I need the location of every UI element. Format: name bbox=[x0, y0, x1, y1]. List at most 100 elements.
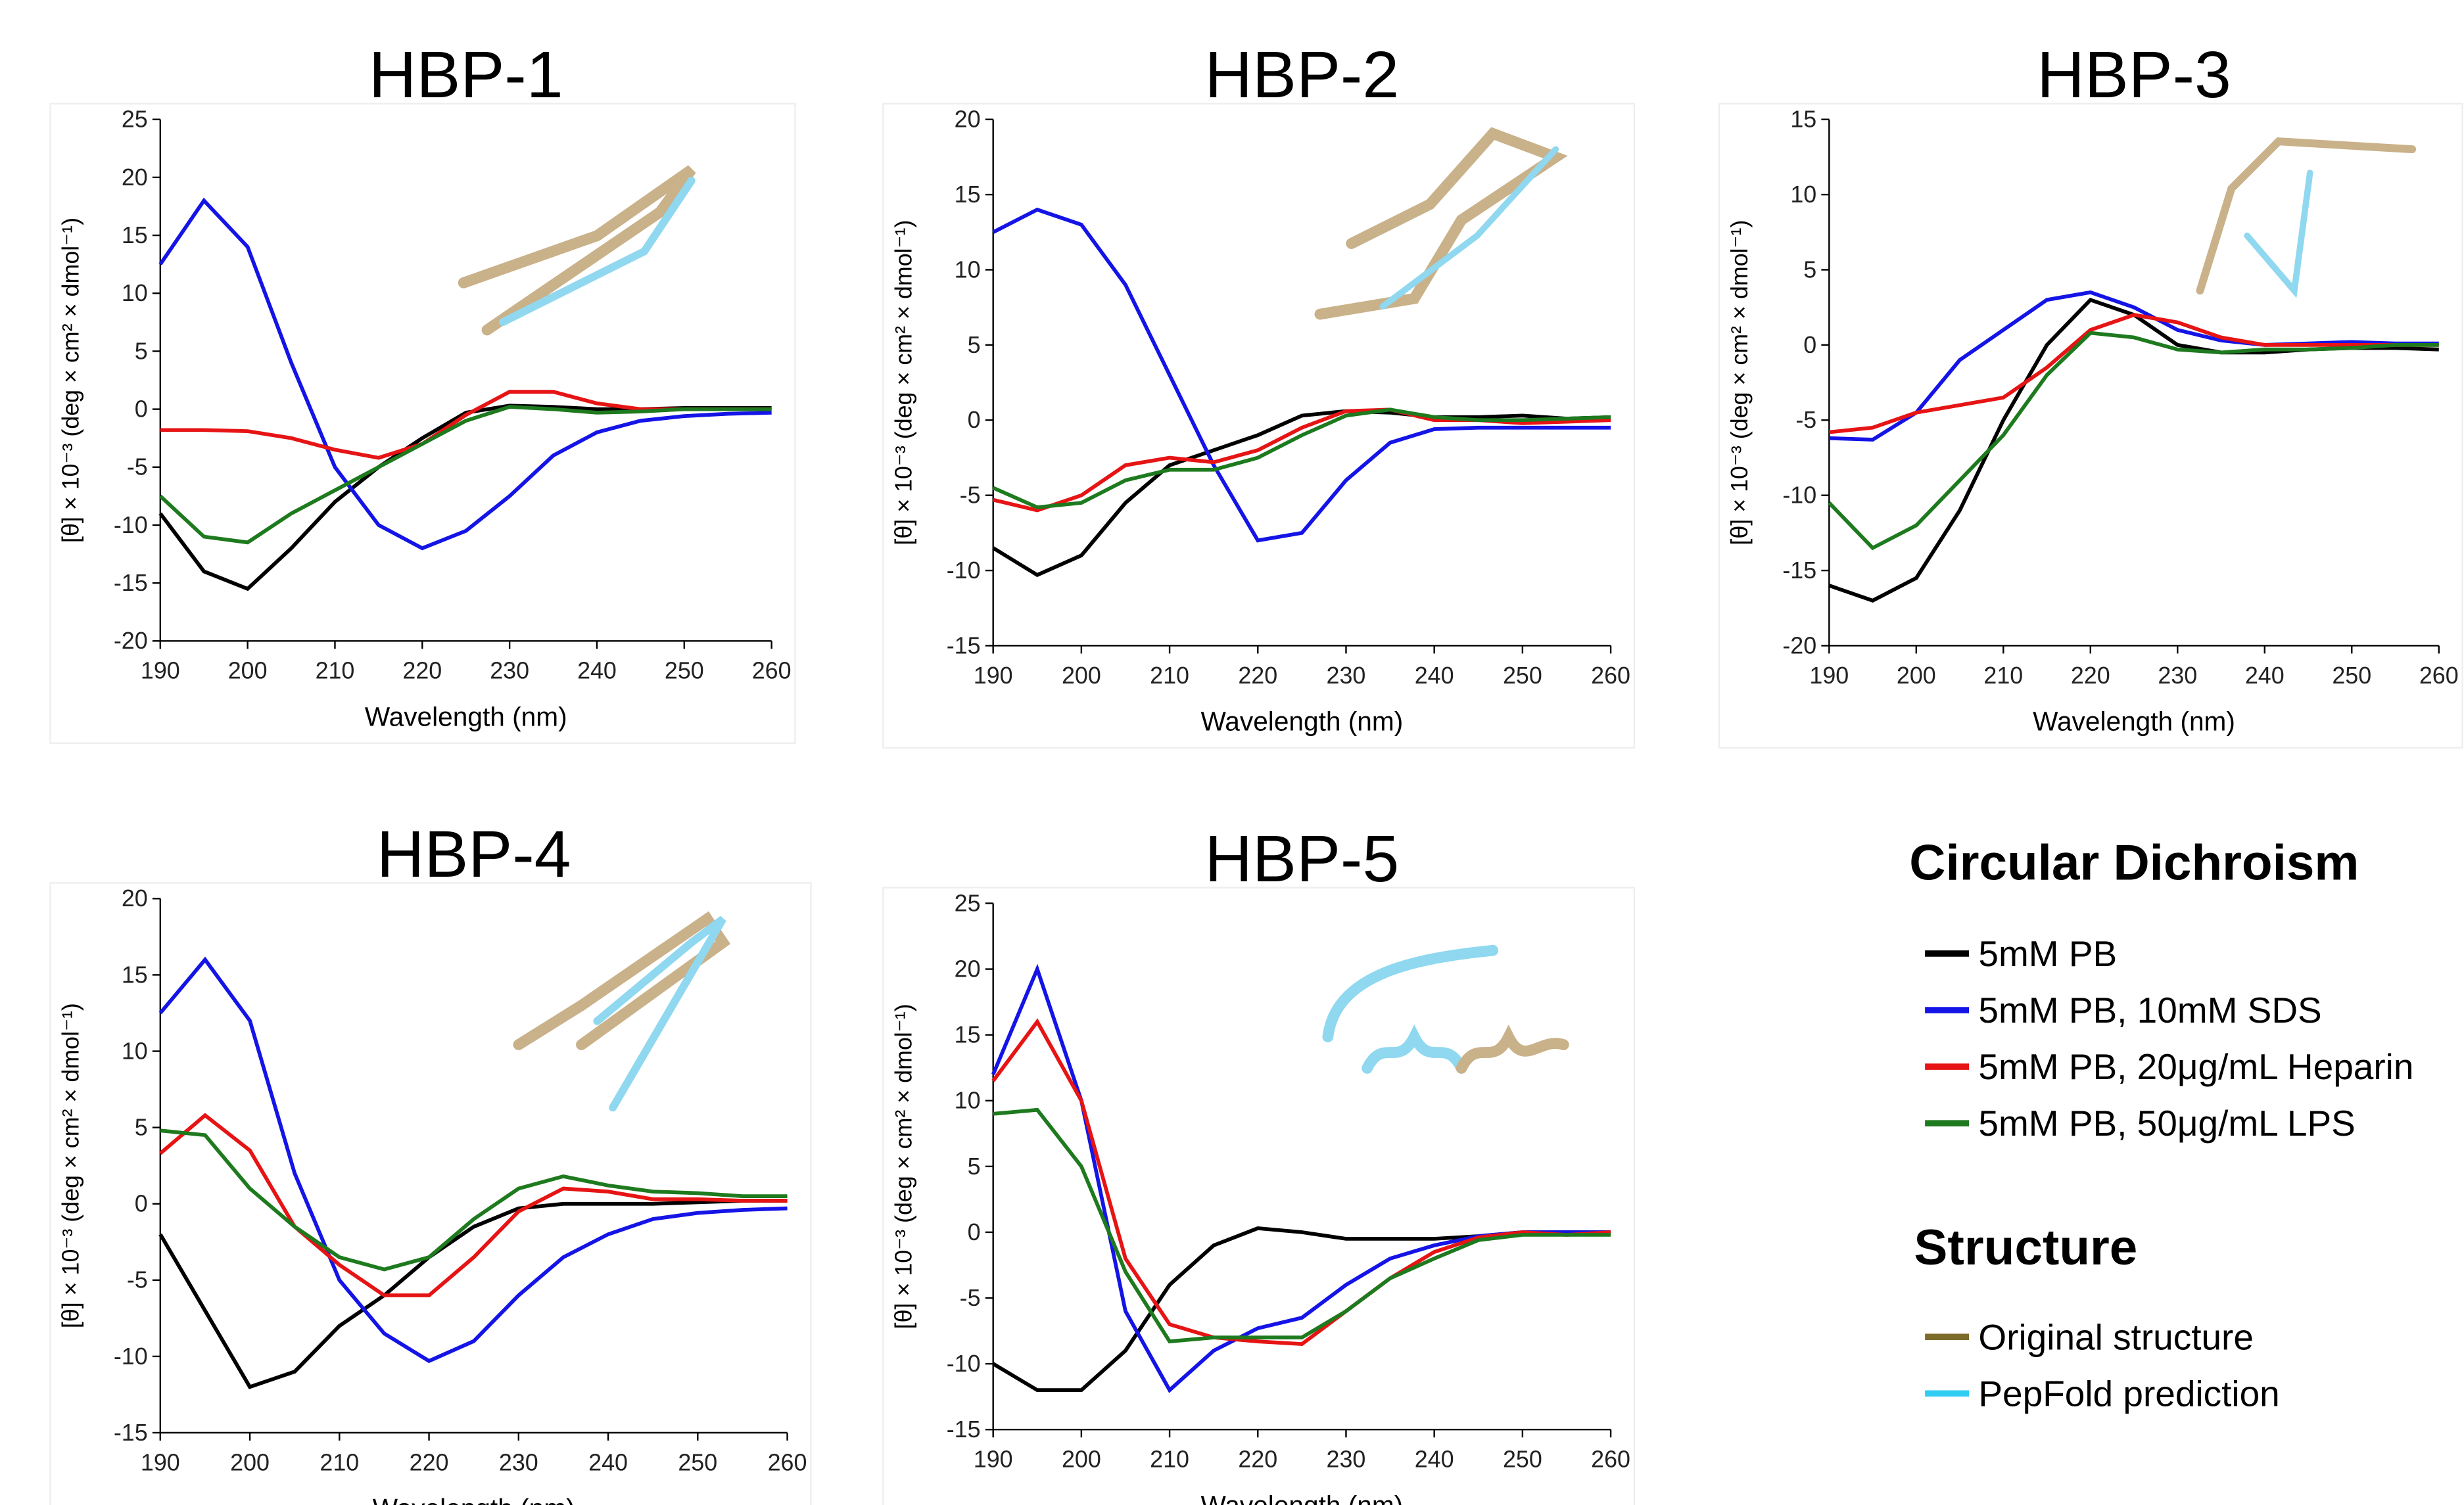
page: Circular Dichroism 5mM PB 5mM PB, 10mM SD… bbox=[0, 0, 2464, 1505]
series-line bbox=[993, 1022, 1611, 1344]
x-tick-label: 190 bbox=[974, 1447, 1013, 1473]
y-tick-label: -5 bbox=[127, 1267, 148, 1293]
y-tick-label: -10 bbox=[114, 512, 148, 538]
x-axis-title: Wavelength (nm) bbox=[365, 701, 567, 731]
y-tick-label: -15 bbox=[947, 632, 981, 659]
chart-panel: HBP-5 Wavelength (nm) [θ] × 10⁻³ (deg × cm… bbox=[883, 822, 1634, 1505]
y-tick-label: 0 bbox=[135, 1191, 148, 1217]
x-tick-label: 230 bbox=[1327, 1447, 1366, 1473]
cd-legend: Circular Dichroism 5mM PB 5mM PB, 10mM SD… bbox=[1909, 835, 2413, 1144]
y-tick-label: 0 bbox=[968, 1219, 981, 1245]
x-tick-label: 190 bbox=[141, 1449, 180, 1475]
x-tick-label: 200 bbox=[1062, 1447, 1101, 1473]
y-tick-label: 10 bbox=[122, 280, 148, 306]
y-axis-title: [θ] × 10⁻³ (deg × cm² × dmol⁻¹) bbox=[58, 218, 84, 543]
x-tick-label: 240 bbox=[1415, 662, 1454, 689]
x-axis-title: Wavelength (nm) bbox=[373, 1493, 575, 1505]
legend-label: 5mM PB bbox=[1978, 933, 2117, 974]
figure: Circular Dichroism 5mM PB 5mM PB, 10mM SD… bbox=[0, 0, 2464, 1505]
y-axis-title: [θ] × 10⁻³ (deg × cm² × dmol⁻¹) bbox=[890, 1004, 916, 1329]
y-axis-title: [θ] × 10⁻³ (deg × cm² × dmol⁻¹) bbox=[58, 1003, 84, 1328]
series-line bbox=[993, 409, 1611, 510]
x-tick-label: 250 bbox=[678, 1449, 717, 1475]
legend-label: 5mM PB, 20μg/mL Heparin bbox=[1978, 1046, 2413, 1087]
x-tick-label: 250 bbox=[2332, 662, 2371, 689]
y-tick-label: 15 bbox=[122, 222, 148, 248]
series-line bbox=[993, 1228, 1611, 1390]
x-tick-label: 220 bbox=[1238, 1447, 1277, 1473]
x-tick-label: 260 bbox=[768, 1449, 807, 1475]
y-tick-label: -15 bbox=[947, 1416, 981, 1443]
y-tick-label: 15 bbox=[955, 1022, 981, 1048]
x-tick-label: 200 bbox=[1062, 662, 1101, 689]
legend-title: Circular Dichroism bbox=[1909, 835, 2359, 891]
y-tick-label: -15 bbox=[114, 570, 148, 596]
x-tick-label: 250 bbox=[1503, 662, 1542, 689]
chart-title: HBP-4 bbox=[377, 818, 571, 891]
y-tick-label: -5 bbox=[1795, 407, 1816, 433]
y-tick-label: 5 bbox=[968, 1153, 981, 1180]
x-tick-label: 250 bbox=[1503, 1447, 1542, 1473]
y-tick-label: 5 bbox=[135, 1115, 148, 1141]
chart-panel: HBP-1 Wavelength (nm) [θ] × 10⁻³ (deg × cm… bbox=[50, 38, 795, 743]
y-tick-label: 5 bbox=[968, 332, 981, 358]
y-tick-label: -10 bbox=[947, 557, 981, 584]
x-tick-label: 260 bbox=[1591, 1447, 1630, 1473]
x-axis-title: Wavelength (nm) bbox=[1200, 1490, 1403, 1505]
y-tick-label: -15 bbox=[114, 1420, 148, 1446]
plot-frame bbox=[883, 104, 1634, 748]
y-tick-label: -15 bbox=[1782, 557, 1816, 584]
series-line bbox=[1829, 315, 2438, 432]
y-tick-label: 20 bbox=[122, 885, 148, 912]
y-tick-label: 15 bbox=[1790, 106, 1816, 133]
y-tick-label: -10 bbox=[1782, 482, 1816, 509]
legend-label: PepFold prediction bbox=[1978, 1373, 2279, 1414]
x-tick-label: 210 bbox=[1150, 662, 1189, 689]
y-tick-label: 15 bbox=[122, 961, 148, 988]
y-tick-label: 5 bbox=[1803, 256, 1816, 283]
y-tick-label: 10 bbox=[122, 1038, 148, 1064]
y-tick-label: 20 bbox=[955, 956, 981, 983]
x-tick-label: 240 bbox=[577, 658, 617, 684]
x-tick-label: 230 bbox=[490, 658, 529, 684]
series-line bbox=[160, 407, 772, 542]
series-line bbox=[160, 200, 772, 548]
x-axis-title: Wavelength (nm) bbox=[1200, 706, 1403, 737]
x-tick-label: 260 bbox=[2419, 662, 2459, 689]
y-tick-label: 20 bbox=[955, 106, 981, 133]
y-tick-label: 10 bbox=[955, 256, 981, 283]
x-tick-label: 230 bbox=[499, 1449, 538, 1475]
y-axis-title: [θ] × 10⁻³ (deg × cm² × dmol⁻¹) bbox=[890, 220, 916, 545]
x-tick-label: 260 bbox=[1591, 662, 1630, 689]
x-tick-label: 220 bbox=[402, 658, 442, 684]
y-tick-label: -10 bbox=[114, 1343, 148, 1370]
x-tick-label: 240 bbox=[2245, 662, 2285, 689]
chart-title: HBP-1 bbox=[369, 38, 563, 112]
legend-label: Original structure bbox=[1978, 1316, 2254, 1357]
x-tick-label: 200 bbox=[228, 658, 268, 684]
x-tick-label: 210 bbox=[316, 658, 355, 684]
series-line bbox=[993, 1110, 1611, 1341]
chart-title: HBP-5 bbox=[1205, 822, 1400, 896]
x-tick-label: 230 bbox=[1327, 662, 1366, 689]
y-tick-label: 10 bbox=[1790, 181, 1816, 208]
y-tick-label: 25 bbox=[122, 106, 148, 133]
x-tick-label: 220 bbox=[2071, 662, 2110, 689]
x-tick-label: 230 bbox=[2158, 662, 2197, 689]
y-tick-label: 10 bbox=[955, 1088, 981, 1114]
structure-glyphs bbox=[463, 133, 2412, 1107]
y-tick-label: 0 bbox=[968, 407, 981, 433]
x-tick-label: 210 bbox=[320, 1449, 359, 1475]
x-tick-label: 220 bbox=[410, 1449, 449, 1475]
x-tick-label: 190 bbox=[1809, 662, 1849, 689]
x-tick-label: 250 bbox=[665, 658, 704, 684]
y-axis-title: [θ] × 10⁻³ (deg × cm² × dmol⁻¹) bbox=[1726, 220, 1753, 545]
y-tick-label: 25 bbox=[955, 890, 981, 916]
x-tick-label: 210 bbox=[1150, 1447, 1189, 1473]
legend-label: 5mM PB, 10mM SDS bbox=[1978, 990, 2321, 1030]
x-tick-label: 200 bbox=[230, 1449, 270, 1475]
series-line bbox=[160, 392, 772, 458]
y-tick-label: 20 bbox=[122, 164, 148, 191]
y-tick-label: -5 bbox=[960, 1285, 981, 1311]
